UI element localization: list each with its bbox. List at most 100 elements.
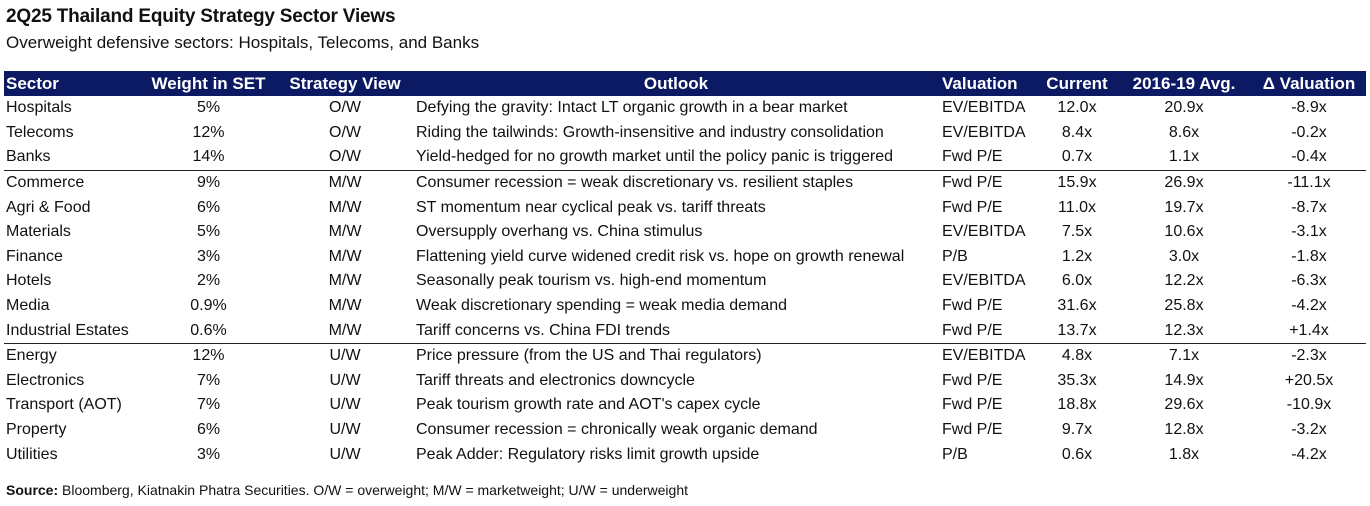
cell-sector: Utilities bbox=[6, 445, 58, 463]
cell-sector: Commerce bbox=[4, 169, 141, 196]
cell-delta-valuation: -3.1x bbox=[1291, 223, 1327, 241]
column-header-sector: Sector bbox=[6, 73, 59, 93]
cell-delta-valuation: -11.1x bbox=[1252, 169, 1366, 196]
column-header-delta-valuation: Δ Valuation bbox=[1262, 73, 1356, 93]
table-row: Materials 5% M/W Oversupply overhang vs. Ch… bbox=[4, 220, 1366, 245]
cell-weight: 3% bbox=[196, 247, 221, 265]
cell-avg: 26.9x bbox=[1116, 169, 1252, 196]
table-row: Telecoms 12% O/W Riding the tailwinds: Grow… bbox=[4, 121, 1366, 146]
cell-avg: 3.0x bbox=[1168, 247, 1200, 265]
column-header-strategy-view: Strategy View bbox=[289, 73, 401, 93]
cell-weight: 5% bbox=[196, 223, 221, 241]
cell-delta-valuation: +20.5x bbox=[1284, 371, 1334, 389]
cell-avg: 25.8x bbox=[1164, 297, 1204, 315]
cell-valuation: Fwd P/E bbox=[942, 148, 1003, 166]
cell-delta-valuation: -10.9x bbox=[1286, 396, 1332, 414]
cell-current: 7.5x bbox=[1061, 223, 1093, 241]
cell-outlook: Seasonally peak tourism vs. high-end mom… bbox=[416, 272, 767, 290]
cell-outlook: Consumer recession = weak discretionary … bbox=[414, 169, 938, 196]
cell-outlook: Defying the gravity: Intact LT organic g… bbox=[416, 99, 848, 117]
cell-sector: Finance bbox=[6, 247, 63, 265]
cell-sector: Energy bbox=[4, 342, 141, 369]
table-row: Property 6% U/W Consumer recession = chroni… bbox=[4, 418, 1366, 443]
cell-avg: 12.3x bbox=[1164, 321, 1204, 339]
cell-current: 31.6x bbox=[1057, 297, 1097, 315]
cell-current: 15.9x bbox=[1038, 169, 1116, 196]
cell-outlook: Yield-hedged for no growth market until … bbox=[416, 148, 893, 166]
cell-weight: 12% bbox=[192, 123, 225, 141]
cell-valuation: Fwd P/E bbox=[942, 198, 1003, 216]
cell-avg: 19.7x bbox=[1164, 198, 1204, 216]
cell-sector: Agri & Food bbox=[6, 198, 91, 216]
cell-strategy-view: M/W bbox=[328, 321, 362, 339]
sector-views-table: Sector Weight in SET Strategy View Outlo… bbox=[4, 71, 1366, 467]
page-subtitle: Overweight defensive sectors: Hospitals,… bbox=[6, 33, 480, 52]
cell-valuation: EV/EBITDA bbox=[942, 223, 1026, 241]
cell-delta-valuation: -3.2x bbox=[1291, 421, 1327, 439]
cell-avg: 1.8x bbox=[1168, 445, 1200, 463]
cell-avg: 20.9x bbox=[1164, 99, 1204, 117]
cell-current: 8.4x bbox=[1061, 123, 1093, 141]
cell-strategy-view: O/W bbox=[329, 123, 361, 141]
cell-valuation: P/B bbox=[942, 445, 968, 463]
column-header-avg: 2016-19 Avg. bbox=[1132, 73, 1236, 93]
cell-outlook: Tariff threats and electronics downcycle bbox=[416, 371, 695, 389]
cell-sector: Materials bbox=[6, 223, 71, 241]
cell-strategy-view: M/W bbox=[328, 272, 362, 290]
table-row: Hospitals 5% O/W Defying the gravity: Intac… bbox=[4, 96, 1366, 121]
cell-avg: 7.1x bbox=[1116, 342, 1252, 369]
cell-valuation: P/B bbox=[942, 247, 968, 265]
cell-outlook: Weak discretionary spending = weak media… bbox=[416, 297, 788, 315]
cell-outlook: Price pressure (from the US and Thai reg… bbox=[414, 342, 938, 369]
cell-delta-valuation: -0.2x bbox=[1291, 123, 1327, 141]
cell-strategy-view: M/W bbox=[328, 223, 362, 241]
cell-weight: 6% bbox=[196, 421, 221, 439]
cell-current: 6.0x bbox=[1061, 272, 1093, 290]
table-row: Agri & Food 6% M/W ST momentum near cyclica… bbox=[4, 195, 1366, 220]
cell-valuation: Fwd P/E bbox=[942, 321, 1003, 339]
cell-sector: Electronics bbox=[6, 371, 85, 389]
cell-outlook: Peak tourism growth rate and AOT's capex… bbox=[416, 396, 761, 414]
cell-current: 9.7x bbox=[1061, 421, 1093, 439]
cell-weight: 3% bbox=[196, 445, 221, 463]
column-header-current: Current bbox=[1046, 73, 1108, 93]
cell-weight: 14% bbox=[192, 148, 225, 166]
cell-delta-valuation: -1.8x bbox=[1291, 247, 1327, 265]
cell-avg: 1.1x bbox=[1168, 148, 1200, 166]
cell-outlook: Peak Adder: Regulatory risks limit growt… bbox=[416, 445, 760, 463]
cell-sector: Telecoms bbox=[6, 123, 74, 141]
cell-weight: 0.9% bbox=[190, 297, 227, 315]
cell-delta-valuation: -0.4x bbox=[1291, 148, 1327, 166]
cell-delta-valuation: +1.4x bbox=[1289, 321, 1329, 339]
cell-avg: 10.6x bbox=[1164, 223, 1204, 241]
cell-sector: Transport (AOT) bbox=[6, 396, 122, 414]
cell-sector: Media bbox=[6, 297, 50, 315]
cell-avg: 8.6x bbox=[1168, 123, 1200, 141]
cell-avg: 12.2x bbox=[1164, 272, 1204, 290]
cell-strategy-view: M/W bbox=[328, 247, 362, 265]
column-header-outlook: Outlook bbox=[643, 73, 709, 93]
cell-valuation: EV/EBITDA bbox=[938, 342, 1038, 369]
cell-valuation: Fwd P/E bbox=[938, 169, 1038, 196]
cell-strategy-view: O/W bbox=[329, 148, 361, 166]
cell-current: 1.2x bbox=[1061, 247, 1093, 265]
cell-weight: 6% bbox=[196, 198, 221, 216]
source-label: Source: bbox=[6, 482, 59, 498]
table-row: Commerce 9% M/W Consumer recession = weak d… bbox=[4, 169, 1366, 196]
cell-strategy-view: U/W bbox=[276, 342, 414, 369]
cell-outlook: Tariff concerns vs. China FDI trends bbox=[416, 321, 671, 339]
cell-sector: Hotels bbox=[6, 272, 52, 290]
cell-delta-valuation: -2.3x bbox=[1252, 342, 1366, 369]
cell-weight: 5% bbox=[196, 99, 221, 117]
table-row: Hotels 2% M/W Seasonally peak tourism vs. h… bbox=[4, 269, 1366, 294]
cell-delta-valuation: -4.2x bbox=[1291, 297, 1327, 315]
cell-current: 35.3x bbox=[1057, 371, 1097, 389]
cell-strategy-view: U/W bbox=[329, 371, 361, 389]
table-header-row: Sector Weight in SET Strategy View Outlo… bbox=[4, 71, 1366, 96]
cell-strategy-view: U/W bbox=[329, 445, 361, 463]
cell-sector: Hospitals bbox=[6, 99, 72, 117]
page-title: 2Q25 Thailand Equity Strategy Sector Vie… bbox=[6, 6, 396, 27]
cell-strategy-view: M/W bbox=[328, 297, 362, 315]
cell-weight: 2% bbox=[196, 272, 221, 290]
cell-current: 11.0x bbox=[1058, 198, 1096, 216]
